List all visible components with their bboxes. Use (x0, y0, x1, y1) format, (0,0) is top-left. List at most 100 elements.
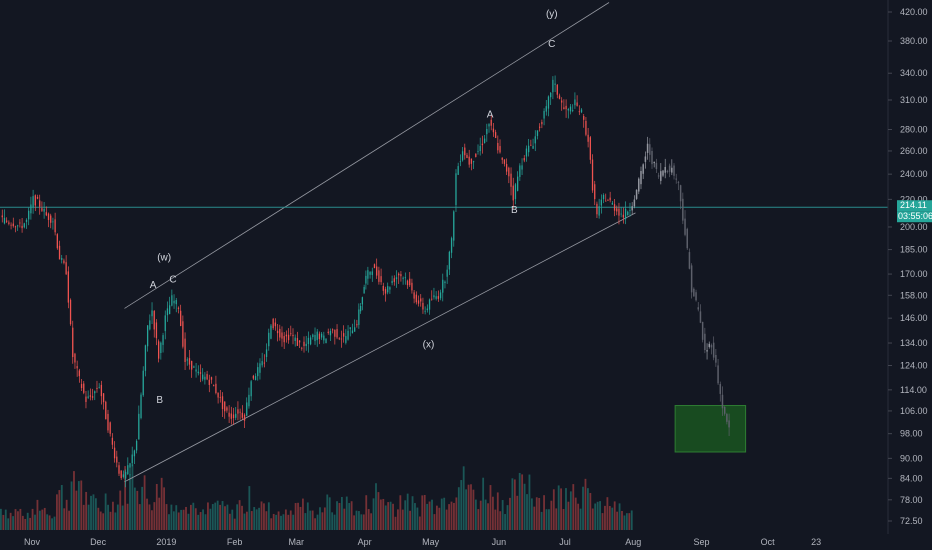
candle-body (583, 116, 585, 120)
volume-bar (250, 511, 253, 530)
volume-bar (462, 466, 465, 530)
volume-bar (275, 514, 278, 530)
candle-body (182, 321, 184, 347)
volume-bar (34, 514, 36, 530)
candle-body (675, 178, 677, 180)
candle-body (228, 412, 230, 417)
wave-labels: (w) A B C (x) A B (y) C (150, 9, 558, 406)
candle-body (717, 365, 719, 384)
wave-label: (x) (423, 339, 435, 350)
candle-body (600, 199, 602, 206)
candle-body (354, 327, 356, 332)
current-price-label: 214.11 (900, 200, 927, 210)
volume-bar (75, 490, 78, 530)
candle-body (671, 167, 673, 173)
x-tick-label: Mar (289, 537, 305, 547)
candle-body (411, 282, 413, 291)
volume-bar (60, 485, 63, 530)
volume-bar (126, 503, 129, 530)
candle-body (695, 292, 697, 301)
candle-body (109, 422, 111, 434)
x-tick-label: Sep (694, 537, 710, 547)
volume-bar (185, 506, 187, 530)
y-tick-label: 185.00 (900, 245, 928, 255)
volume-bar (387, 502, 390, 530)
candle-body (166, 308, 169, 316)
candle-body (376, 266, 378, 276)
candle-body (39, 200, 41, 207)
volume-bar (148, 504, 151, 530)
volume-bar (70, 481, 73, 530)
x-tick-label: 23 (811, 537, 821, 547)
candle-body (252, 375, 254, 379)
candle-body (556, 84, 558, 95)
volume-bar (574, 497, 577, 530)
volume-bar (492, 496, 494, 530)
volume-bar (51, 518, 53, 530)
candle-body (629, 210, 631, 211)
candle-body (294, 337, 296, 341)
volume-bar (207, 502, 209, 530)
candle-body (237, 409, 239, 414)
candle-body (23, 223, 25, 228)
volume-bar (384, 505, 387, 530)
candle-body (446, 269, 448, 277)
volume-bar (477, 509, 480, 530)
candle-body (292, 334, 294, 337)
volume-bar (326, 494, 329, 530)
candle-body (63, 260, 65, 264)
volume-bar (265, 511, 268, 530)
volume-bar (613, 501, 616, 530)
candle-body (400, 274, 402, 277)
candle-body (89, 395, 92, 397)
candle-body (704, 333, 706, 351)
candle-body (519, 165, 521, 177)
volume-bar (163, 487, 165, 530)
volume-bar (331, 512, 334, 530)
volume-bar (623, 515, 626, 530)
volume-bar (12, 516, 14, 530)
candle-body (472, 161, 475, 163)
y-tick-label: 72.50 (900, 516, 923, 526)
y-tick-label: 158.00 (900, 290, 928, 300)
volume-bar (146, 498, 148, 530)
candle-body (226, 407, 228, 411)
volume-bar (526, 494, 528, 530)
price-axis[interactable]: 420.00 380.00 340.00 310.00 280.00 260.00 240.… (888, 7, 928, 526)
candle-body (17, 225, 19, 227)
wave-label: (y) (546, 9, 558, 20)
candle-body (193, 366, 195, 368)
y-tick-label: 114.00 (900, 385, 927, 395)
candle-body (677, 181, 680, 183)
candle-body (195, 369, 197, 372)
volume-bar (601, 513, 604, 530)
volume-bar (625, 513, 628, 530)
candle-body (602, 195, 605, 200)
volume-bar (199, 512, 202, 530)
volume-bar (630, 510, 633, 530)
volume-bar (14, 509, 17, 530)
candle-body (243, 414, 246, 421)
candle-body (142, 370, 144, 396)
candle-body (349, 327, 351, 330)
candle-body (668, 165, 671, 172)
volume-bar (499, 511, 502, 530)
candle-body (327, 331, 329, 333)
candle-body (508, 167, 510, 177)
volume-bar (509, 497, 511, 530)
candle-body (616, 208, 618, 212)
volume-bar (258, 507, 260, 530)
candle-body (435, 296, 437, 299)
volume-bar (102, 513, 105, 530)
candle-body (708, 343, 711, 347)
volume-bar (214, 502, 217, 530)
x-tick-label: Jul (559, 537, 571, 547)
candle-body (235, 413, 237, 418)
volume-bar (401, 509, 404, 530)
time-axis[interactable]: Nov Dec 2019 Feb Mar Apr May Jun Jul Aug Sep Oct 23 (24, 537, 821, 547)
volume-bar (270, 518, 273, 530)
volume-bar (211, 504, 214, 530)
candle-body (129, 463, 131, 468)
candle-body (122, 474, 125, 477)
